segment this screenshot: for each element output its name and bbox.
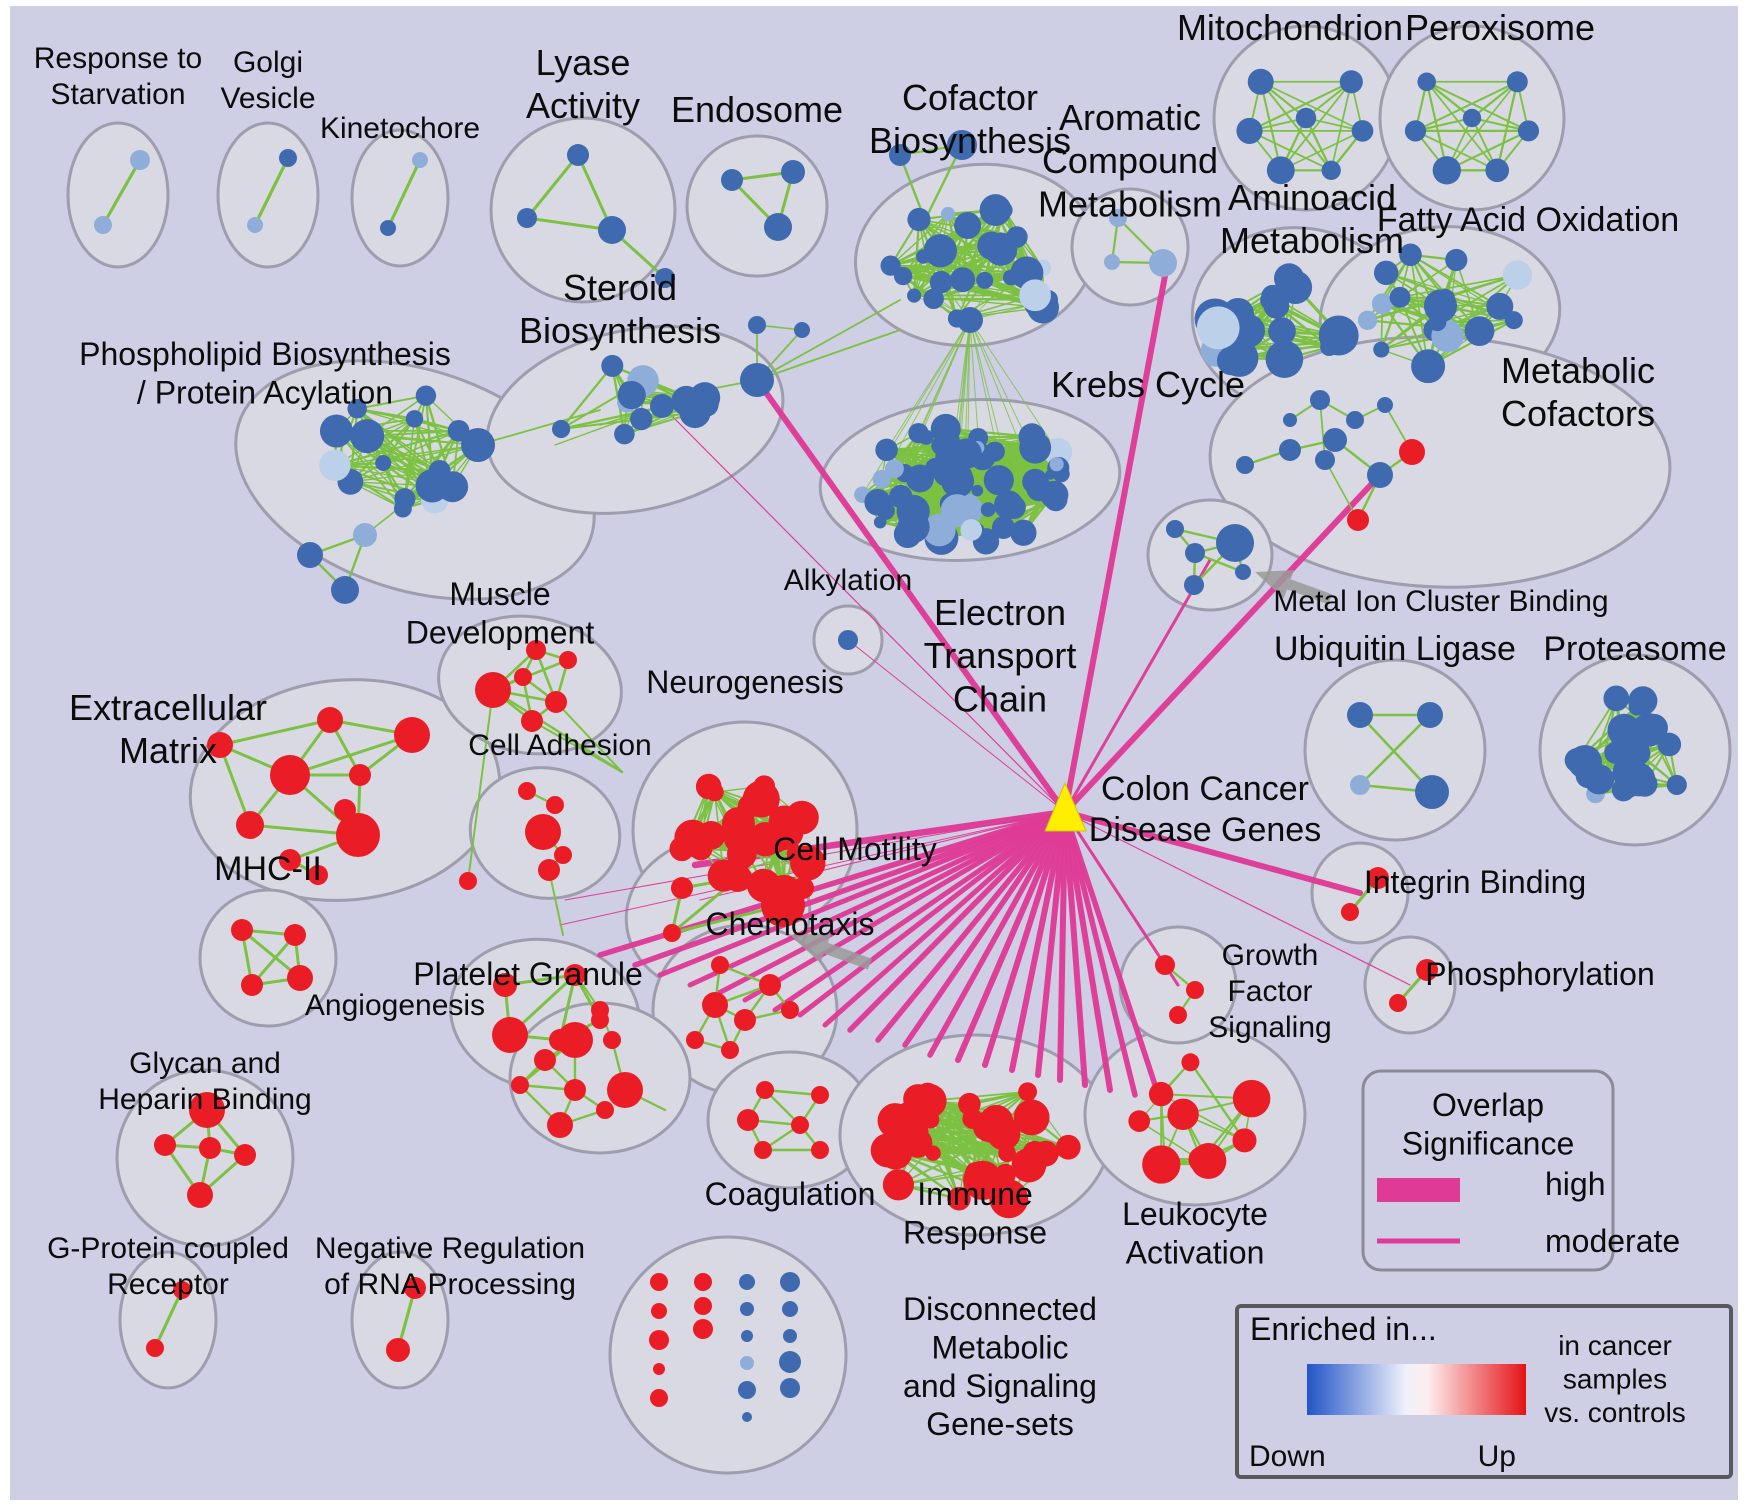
svg-text:Up: Up: [1478, 1440, 1516, 1473]
svg-text:Angiogenesis: Angiogenesis: [305, 989, 485, 1022]
svg-text:high: high: [1545, 1166, 1606, 1202]
svg-text:Krebs Cycle: Krebs Cycle: [1051, 364, 1245, 405]
svg-text:Coagulation: Coagulation: [705, 1176, 876, 1212]
svg-text:Enriched in...: Enriched in...: [1250, 1311, 1437, 1347]
svg-text:Metal Ion Cluster Binding: Metal Ion Cluster Binding: [1273, 585, 1608, 618]
svg-text:Integrin Binding: Integrin Binding: [1364, 864, 1586, 900]
svg-text:Ubiquitin Ligase: Ubiquitin Ligase: [1274, 630, 1516, 668]
svg-text:Neurogenesis: Neurogenesis: [646, 664, 843, 700]
svg-text:Kinetochore: Kinetochore: [320, 112, 480, 145]
svg-text:moderate: moderate: [1545, 1223, 1680, 1259]
svg-text:Cell Motility: Cell Motility: [773, 831, 937, 867]
svg-text:Platelet Granule: Platelet Granule: [413, 956, 642, 992]
svg-text:Fatty Acid Oxidation: Fatty Acid Oxidation: [1377, 201, 1679, 239]
svg-text:MHC-II: MHC-II: [214, 850, 322, 888]
svg-text:Endosome: Endosome: [671, 89, 843, 130]
svg-text:Down: Down: [1249, 1440, 1326, 1473]
svg-text:Proteasome: Proteasome: [1543, 630, 1726, 668]
svg-text:Phosphorylation: Phosphorylation: [1425, 956, 1654, 992]
svg-text:Mitochondrion: Mitochondrion: [1177, 7, 1403, 48]
svg-text:Cell Adhesion: Cell Adhesion: [468, 729, 651, 762]
svg-text:Peroxisome: Peroxisome: [1405, 7, 1595, 48]
svg-text:Chemotaxis: Chemotaxis: [706, 906, 875, 942]
svg-text:Alkylation: Alkylation: [784, 564, 912, 597]
